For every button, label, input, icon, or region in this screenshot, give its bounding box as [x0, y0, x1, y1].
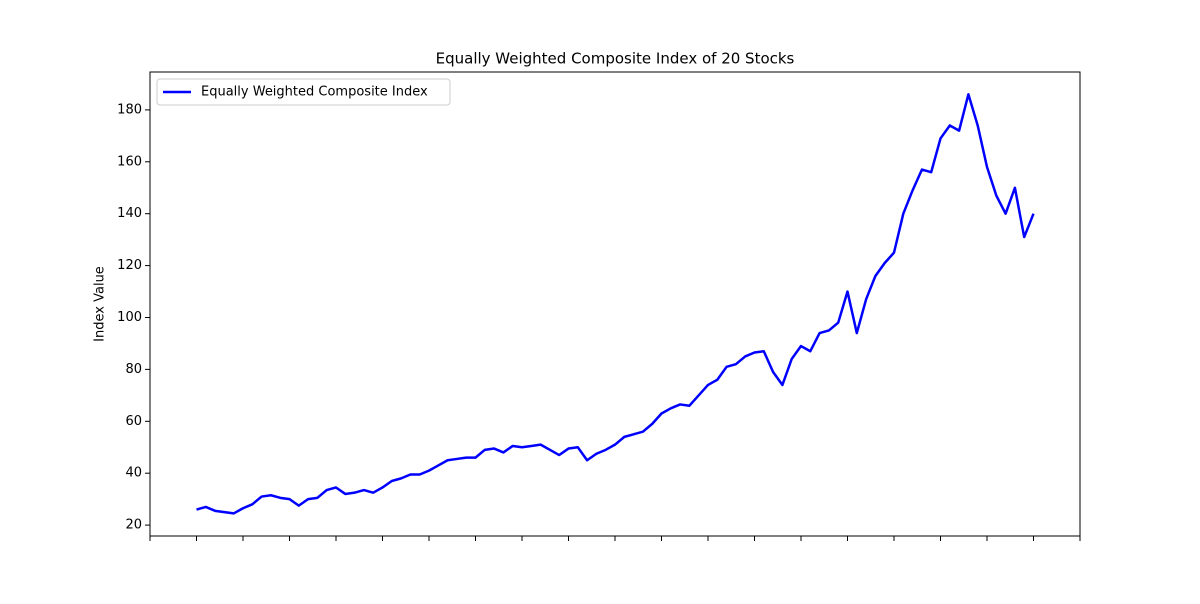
data-line — [196, 93, 1035, 515]
y-tick-label: 120 — [117, 258, 142, 273]
y-tick-label: 100 — [117, 310, 142, 325]
legend-box — [156, 78, 451, 106]
legend-label: Equally Weighted Composite Index — [201, 85, 428, 100]
y-axis-label: Index Value — [93, 266, 108, 342]
y-tick-label: 140 — [117, 206, 142, 221]
y-tick-label: 20 — [125, 518, 142, 533]
chart-title: Equally Weighted Composite Index of 20 S… — [436, 50, 795, 68]
y-tick-label: 40 — [125, 466, 142, 481]
y-tick-label: 180 — [117, 102, 142, 117]
y-tick-label: 160 — [117, 154, 142, 169]
y-tick-label: 60 — [125, 414, 142, 429]
y-tick-label: 80 — [125, 362, 142, 377]
